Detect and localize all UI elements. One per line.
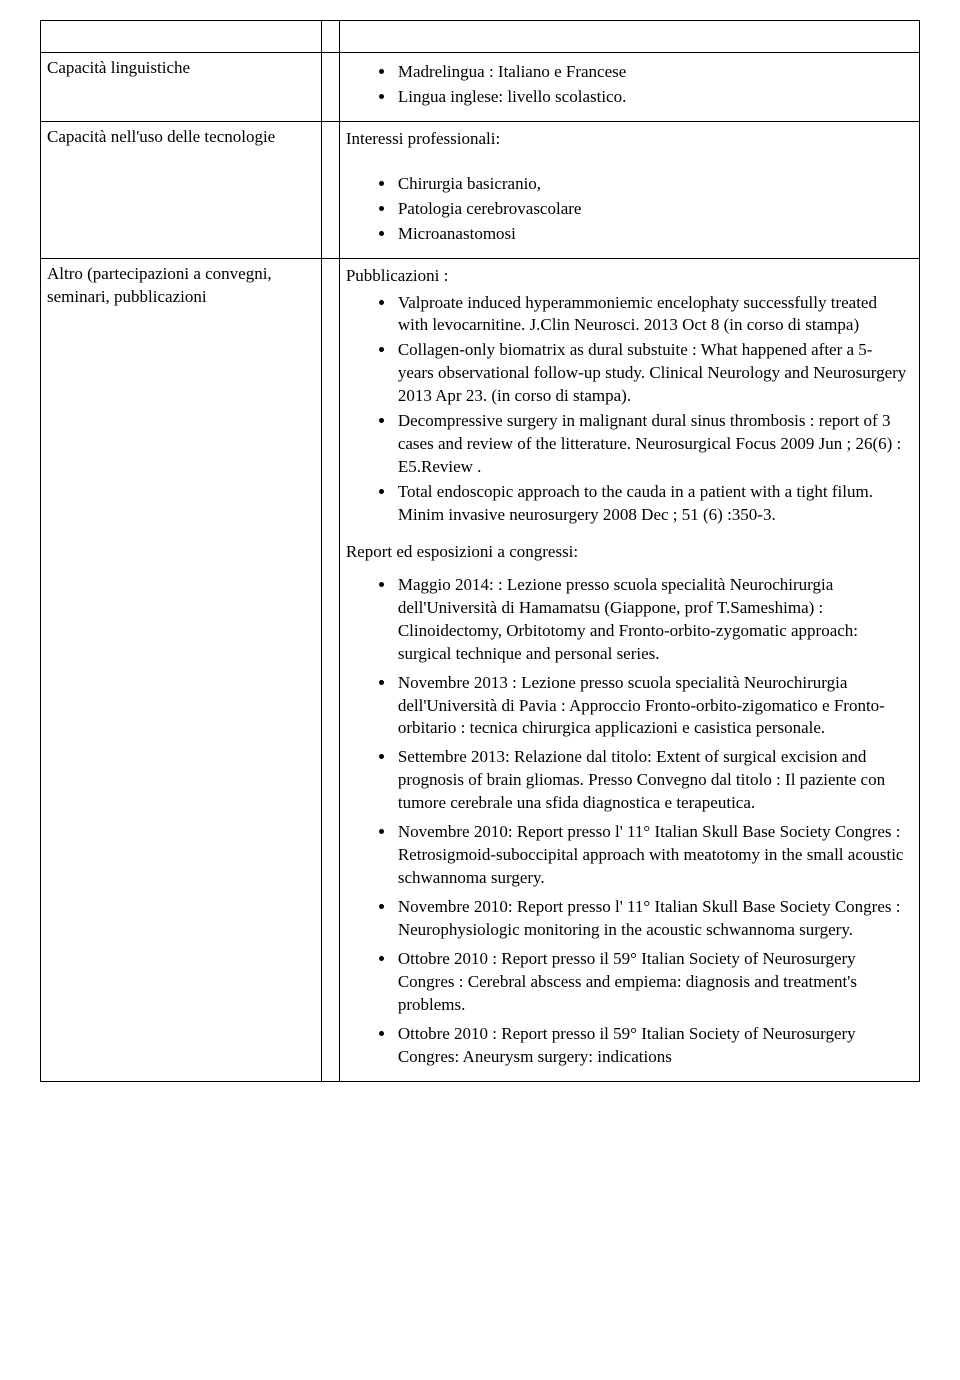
row-label: Capacità nell'uso delle tecnologie [41,121,322,258]
spacer-cell [322,121,340,258]
spacer-cell [322,21,340,53]
list-item: Lingua inglese: livello scolastico. [396,86,913,109]
spacer-cell [322,52,340,121]
list-item: Decompressive surgery in malignant dural… [396,410,913,479]
row-label [41,21,322,53]
row-content: Madrelingua : Italiano e FranceseLingua … [339,52,919,121]
section-title: Pubblicazioni : [346,265,913,288]
list-item: Maggio 2014: : Lezione presso scuola spe… [396,574,913,666]
row-content: Interessi professionali: Chirurgia basicr… [339,121,919,258]
list-item: Novembre 2010: Report presso l' 11° Ital… [396,821,913,890]
list-item: Novembre 2010: Report presso l' 11° Ital… [396,896,913,942]
bullet-list: Valproate induced hyperammoniemic encelo… [396,292,913,527]
list-item: Collagen-only biomatrix as dural substui… [396,339,913,408]
row-label: Capacità linguistiche [41,52,322,121]
list-item: Settembre 2013: Relazione dal titolo: Ex… [396,746,913,815]
list-item: Microanastomosi [396,223,913,246]
section-title: Report ed esposizioni a congressi: [346,541,913,564]
list-item: Ottobre 2010 : Report presso il 59° Ital… [396,948,913,1017]
table-row: Capacità nell'uso delle tecnologieIntere… [41,121,920,258]
bullet-list: Chirurgia basicranio,Patologia cerebrova… [396,173,913,246]
list-item: Ottobre 2010 : Report presso il 59° Ital… [396,1023,913,1069]
list-item: Madrelingua : Italiano e Francese [396,61,913,84]
list-item: Total endoscopic approach to the cauda i… [396,481,913,527]
row-content [339,21,919,53]
spacer-cell [322,258,340,1081]
list-item: Novembre 2013 : Lezione presso scuola sp… [396,672,913,741]
bullet-list: Maggio 2014: : Lezione presso scuola spe… [396,574,913,1069]
section-title: Interessi professionali: [346,128,913,151]
list-item: Valproate induced hyperammoniemic encelo… [396,292,913,338]
cv-table: Capacità linguistiche Madrelingua : Itali… [40,20,920,1082]
bullet-list: Madrelingua : Italiano e FranceseLingua … [396,61,913,109]
list-item: Chirurgia basicranio, [396,173,913,196]
row-content: Pubblicazioni : Valproate induced hyperam… [339,258,919,1081]
row-label: Altro (partecipazioni a convegni, semina… [41,258,322,1081]
table-row: Altro (partecipazioni a convegni, semina… [41,258,920,1081]
table-row [41,21,920,53]
list-item: Patologia cerebrovascolare [396,198,913,221]
table-row: Capacità linguistiche Madrelingua : Itali… [41,52,920,121]
